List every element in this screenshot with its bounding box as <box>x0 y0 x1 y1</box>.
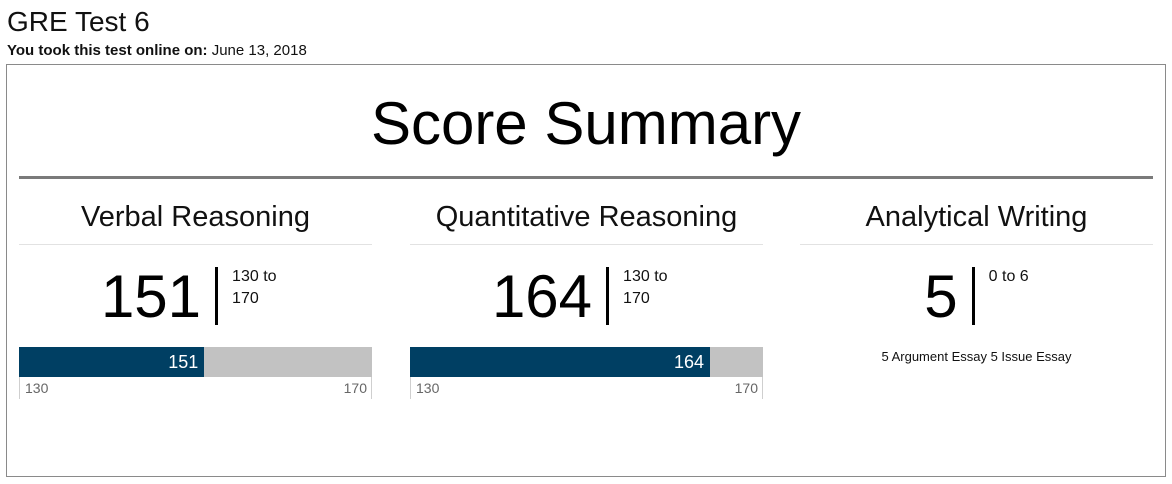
quant-score-row: 164 130 to 170 <box>410 263 763 330</box>
quant-heading: Quantitative Reasoning <box>410 201 763 245</box>
writing-score-row: 5 0 to 6 <box>800 263 1153 330</box>
quant-score-separator <box>606 267 610 325</box>
quant-score-range: 130 to 170 <box>623 268 668 307</box>
verbal-score-row: 151 130 to 170 <box>19 263 372 330</box>
test-date-line: You took this test online on: June 13, 2… <box>7 42 307 60</box>
verbal-scale-min: 130 <box>25 380 49 396</box>
quant-score-bar-value: 164 <box>674 352 705 372</box>
verbal-section: Verbal Reasoning 151 130 to 170 151 130 … <box>19 201 372 399</box>
test-date-value: June 13, 2018 <box>211 42 307 59</box>
quant-scale-min: 130 <box>416 380 440 396</box>
verbal-score: 151 <box>100 263 202 330</box>
quant-scale-max: 170 <box>734 380 758 396</box>
test-date-label: You took this test online on: <box>7 42 208 59</box>
verbal-score-bar: 151 <box>19 347 372 377</box>
writing-score-separator <box>971 267 975 325</box>
score-summary-panel: Score Summary Verbal Reasoning 151 130 t… <box>6 64 1166 477</box>
verbal-score-range: 130 to 170 <box>232 268 277 307</box>
quant-section: Quantitative Reasoning 164 130 to 170 16… <box>410 201 763 399</box>
writing-section: Analytical Writing 5 0 to 6 5 Argument E… <box>800 201 1153 364</box>
verbal-score-scale: 130 170 <box>19 377 372 399</box>
writing-heading: Analytical Writing <box>800 201 1153 245</box>
verbal-score-bar-fill: 151 <box>19 347 205 377</box>
quant-score-bar-fill: 164 <box>410 347 711 377</box>
writing-score: 5 <box>924 263 958 330</box>
quant-score-bar: 164 <box>410 347 763 377</box>
quant-score-scale: 130 170 <box>410 377 763 399</box>
test-title: GRE Test 6 <box>7 6 150 37</box>
writing-essay-detail: 5 Argument Essay 5 Issue Essay <box>881 349 1072 364</box>
writing-score-range: 0 to 6 <box>988 268 1029 285</box>
verbal-score-bar-value: 151 <box>168 352 199 372</box>
verbal-score-separator <box>215 267 219 325</box>
verbal-scale-max: 170 <box>343 380 367 396</box>
verbal-heading: Verbal Reasoning <box>19 201 372 245</box>
summary-divider <box>19 176 1153 179</box>
quant-score: 164 <box>491 263 593 330</box>
score-summary-title: Score Summary <box>370 90 802 157</box>
